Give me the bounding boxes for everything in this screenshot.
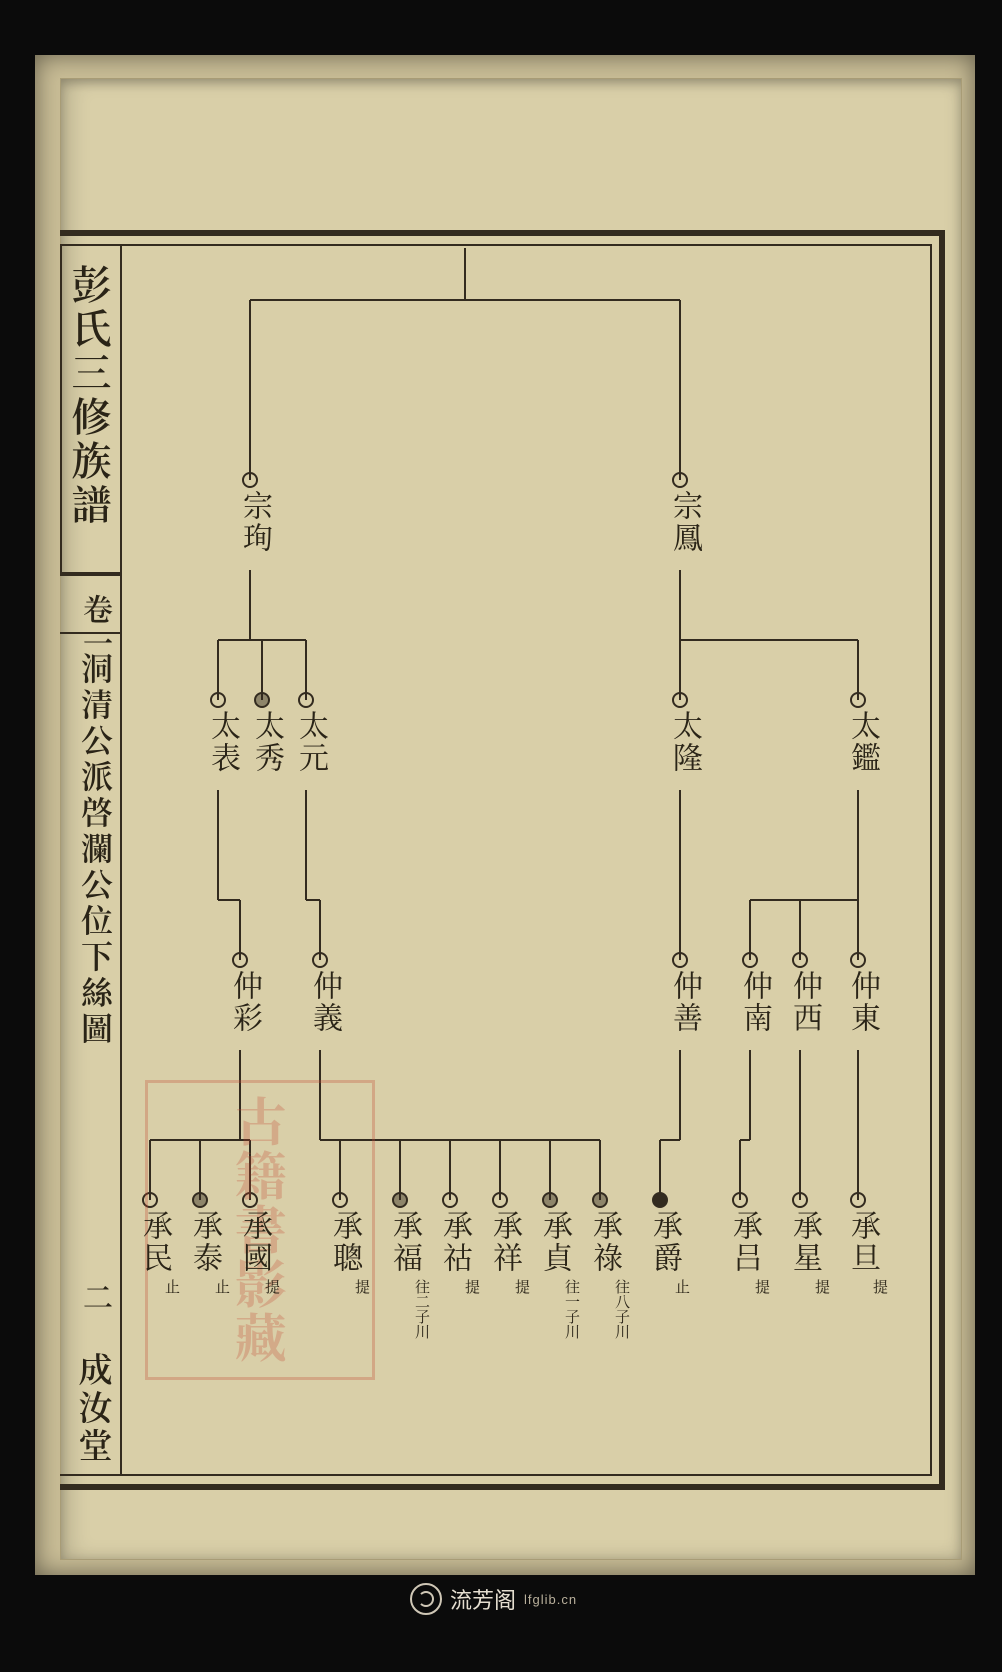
side-text-page_no: 二 <box>60 1270 120 1316</box>
side-column: 彭氏三修族譜卷一洞清公派啓瀾公位下絲圖二成汝堂 <box>60 244 122 1476</box>
node-zong_xun: 宗珣 <box>236 490 280 554</box>
node-tai_jian: 太鑑 <box>844 710 888 774</box>
node-cheng_fu-ann: 往二子川 <box>412 1279 433 1339</box>
node-zhong_yi: 仲義 <box>306 970 350 1034</box>
node-cheng_lv-ann: 提 <box>752 1279 773 1294</box>
node-cheng_lu: 承祿 <box>586 1210 630 1274</box>
node-zhong_cai: 仲彩 <box>226 970 270 1034</box>
node-zhong_dong: 仲東 <box>844 970 888 1034</box>
stage: 彭氏三修族譜卷一洞清公派啓瀾公位下絲圖二成汝堂 古籍書影藏 流芳阁 lfglib… <box>0 0 1002 1672</box>
node-zhong_xi: 仲西 <box>786 970 830 1034</box>
side-text-hall: 成汝堂 <box>60 1340 120 1466</box>
node-cheng_jue-ann: 止 <box>672 1279 693 1294</box>
node-tai_biao: 太表 <box>204 710 248 774</box>
node-cheng_xing: 承星 <box>786 1210 830 1274</box>
node-cheng_tai4-ann: 止 <box>212 1279 233 1294</box>
node-cheng_hu: 承祜 <box>436 1210 480 1274</box>
node-cheng_zhen-ann: 往一子川 <box>562 1279 583 1339</box>
watermark-footer: 流芳阁 lfglib.cn <box>410 1583 577 1615</box>
node-zhong_shan: 仲善 <box>666 970 710 1034</box>
node-cheng_guo: 承國 <box>236 1210 280 1274</box>
node-cheng_lu-ann: 往八子川 <box>612 1279 633 1339</box>
node-cheng_xiang: 承祥 <box>486 1210 530 1274</box>
side-divider <box>60 574 120 576</box>
side-text-chapter: 洞清公派啓瀾公位下絲圖 <box>60 640 120 1048</box>
node-cheng_fu: 承福 <box>386 1210 430 1274</box>
node-tai_xiu: 太秀 <box>248 710 292 774</box>
node-cheng_xiang-ann: 提 <box>512 1279 533 1294</box>
node-cheng_cong-ann: 提 <box>352 1279 373 1294</box>
node-cheng_xing-ann: 提 <box>812 1279 833 1294</box>
watermark-brand: 流芳阁 <box>450 1583 516 1615</box>
watermark-logo-icon <box>410 1583 442 1615</box>
node-cheng_zhen: 承貞 <box>536 1210 580 1274</box>
node-cheng_lv: 承吕 <box>726 1210 770 1274</box>
node-tai_long: 太隆 <box>666 710 710 774</box>
watermark-url: lfglib.cn <box>524 1592 577 1607</box>
node-cheng_guo-ann: 提 <box>262 1279 283 1294</box>
node-cheng_dan: 承旦 <box>844 1210 888 1274</box>
node-cheng_min-ann: 止 <box>162 1279 183 1294</box>
node-cheng_hu-ann: 提 <box>462 1279 483 1294</box>
side-text-book_title: 彭氏三修族譜 <box>60 252 120 528</box>
node-cheng_dan-ann: 提 <box>870 1279 891 1294</box>
node-cheng_tai4: 承泰 <box>186 1210 230 1274</box>
node-cheng_min: 承民 <box>136 1210 180 1274</box>
node-cheng_cong: 承聰 <box>326 1210 370 1274</box>
node-tai_yuan: 太元 <box>292 710 336 774</box>
node-cheng_jue: 承爵 <box>646 1210 690 1274</box>
node-zong_feng: 宗鳳 <box>666 490 710 554</box>
node-zhong_nan: 仲南 <box>736 970 780 1034</box>
